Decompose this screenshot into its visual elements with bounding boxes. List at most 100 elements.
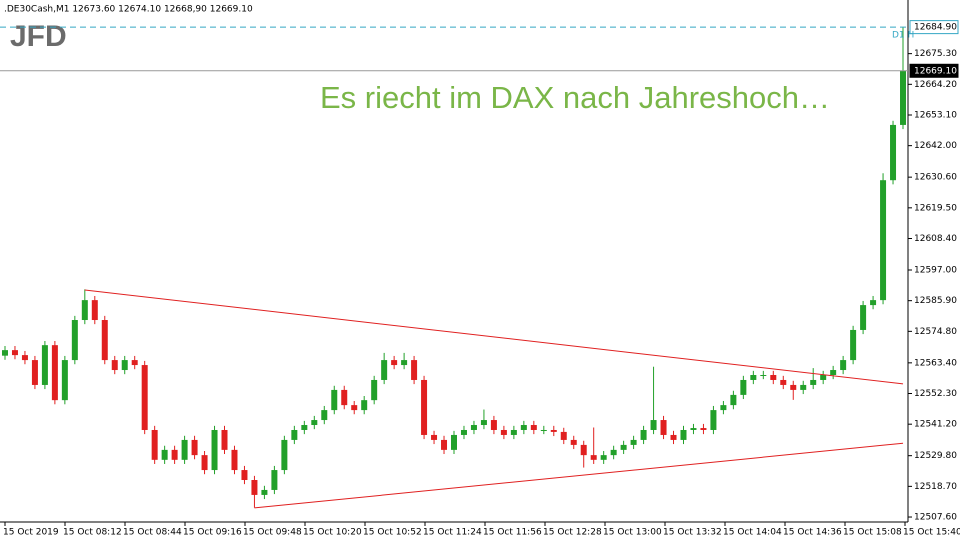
candle-body — [431, 434, 438, 440]
candle-body — [151, 429, 158, 460]
candle-body — [1, 350, 8, 356]
candle-body — [51, 345, 58, 401]
y-tick-label: 12597.00 — [914, 266, 957, 276]
x-tick-label: 15 Oct 11:24 — [423, 528, 482, 538]
y-tick-label: 12619.50 — [914, 203, 957, 213]
candle-body — [880, 180, 887, 301]
logo: JFD — [10, 20, 67, 53]
trend-line — [84, 289, 904, 385]
candle-body — [460, 429, 467, 435]
candle-body — [141, 365, 148, 430]
candle-body — [381, 360, 388, 380]
candle-body — [760, 375, 767, 376]
candle-body — [730, 394, 737, 406]
candle-body — [31, 360, 38, 385]
candle-body — [540, 429, 547, 431]
candle-body — [391, 360, 398, 366]
candle-body — [361, 400, 368, 411]
x-tick-label: 15 Oct 09:16 — [183, 528, 242, 538]
x-tick-label: 15 Oct 2019 — [3, 528, 59, 538]
y-tick-label: 12563.40 — [914, 358, 957, 368]
candle-body — [680, 429, 687, 440]
candle-body — [650, 420, 657, 430]
candle-body — [271, 470, 278, 490]
candle-body — [241, 470, 248, 480]
candle-body — [810, 379, 817, 385]
candle-body — [560, 431, 567, 440]
candle-body — [720, 405, 727, 411]
candle-body — [690, 428, 697, 430]
candle-body — [530, 425, 537, 430]
candle-body — [251, 480, 258, 495]
x-tick-label: 15 Oct 14:04 — [723, 528, 782, 538]
candle-body — [351, 405, 358, 411]
candle-body — [860, 305, 867, 330]
candle-body — [900, 70, 907, 125]
candle-body — [490, 420, 497, 430]
candle-body — [890, 124, 897, 181]
y-tick-label: 12653.10 — [914, 110, 957, 120]
candle-body — [301, 425, 308, 430]
x-tick-label: 15 Oct 12:28 — [543, 528, 602, 538]
candle-body — [61, 360, 68, 401]
y-tick-label: 12574.80 — [914, 327, 957, 337]
trend-line — [254, 442, 904, 509]
candle-body — [830, 370, 837, 375]
candle-body — [321, 410, 328, 421]
candle-body — [131, 360, 138, 366]
candle-body — [41, 345, 48, 385]
candle-body — [211, 429, 218, 471]
candle-body — [111, 360, 118, 371]
candle-body — [750, 375, 757, 380]
candle-body — [570, 439, 577, 445]
candle-body — [780, 379, 787, 385]
candle-body — [11, 350, 18, 356]
candle-body — [670, 434, 677, 440]
y-tick-label: 12541.20 — [914, 420, 957, 430]
candle-body — [311, 420, 318, 426]
candle-body — [291, 429, 298, 440]
y-tick-label: 12675.30 — [914, 49, 957, 59]
candle-body — [161, 449, 168, 460]
candle-body — [261, 489, 268, 495]
candle-body — [371, 379, 378, 401]
candle-body — [550, 429, 557, 432]
candle-body — [510, 429, 517, 435]
candle-body — [500, 429, 507, 435]
y-tick-label: 12630.60 — [914, 173, 957, 183]
candle-body — [21, 355, 28, 361]
y-tick-label: 12664.20 — [914, 80, 957, 90]
y-tick-label: 12552.30 — [914, 389, 957, 399]
candle-body — [91, 300, 98, 321]
price-label: 12669.10 — [914, 66, 957, 76]
candle-body — [770, 375, 777, 380]
candle-body — [331, 389, 338, 411]
x-tick-label: 15 Oct 15:40 — [903, 528, 960, 538]
candle-body — [820, 375, 827, 380]
y-tick-label: 12642.00 — [914, 141, 957, 151]
y-tick-label: 12608.40 — [914, 234, 957, 244]
candle-body — [850, 329, 857, 361]
x-tick-label: 15 Oct 10:52 — [363, 528, 422, 538]
candle-body — [640, 429, 647, 440]
candle-body — [660, 420, 667, 435]
x-tick-label: 15 Oct 14:36 — [783, 528, 842, 538]
candle-body — [421, 379, 428, 435]
x-tick-label: 15 Oct 13:00 — [603, 528, 662, 538]
candle-body — [710, 410, 717, 430]
x-tick-label: 15 Oct 08:44 — [123, 528, 182, 538]
candle-body — [840, 360, 847, 371]
x-tick-label: 15 Oct 11:56 — [483, 528, 542, 538]
candle-body — [411, 360, 418, 380]
candle-body — [740, 379, 747, 395]
price-label-box — [909, 63, 959, 78]
candle-body — [201, 455, 208, 471]
candle-body — [401, 360, 408, 366]
x-tick-label: 15 Oct 15:08 — [843, 528, 902, 538]
candle-body — [171, 449, 178, 460]
chart-header: .DE30Cash,M1 12673.60 12674.10 12668,90 … — [4, 5, 253, 15]
candle-body — [800, 384, 807, 390]
candle-body — [281, 439, 288, 471]
y-tick-label: 12507.60 — [914, 513, 957, 523]
y-tick-label: 12585.90 — [914, 296, 957, 306]
